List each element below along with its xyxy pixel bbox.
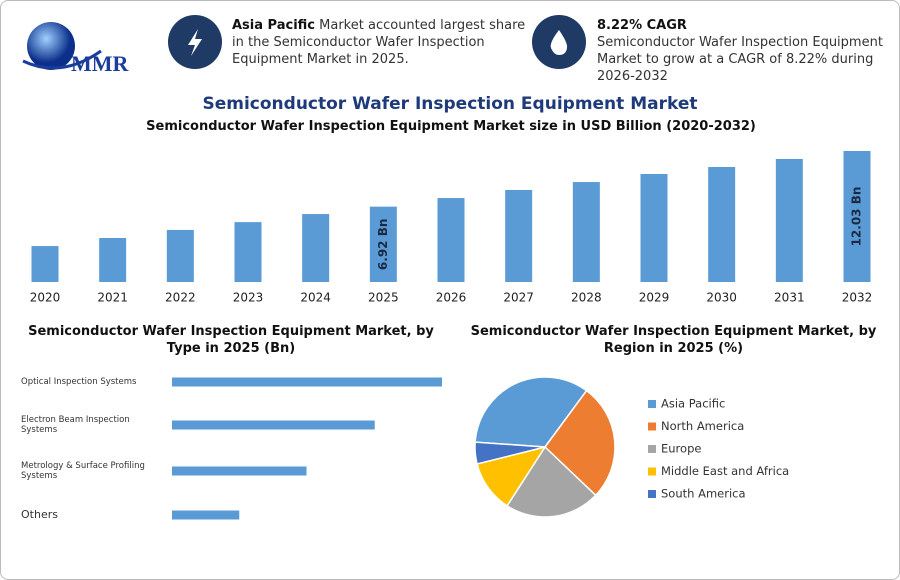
bar: [234, 222, 262, 282]
y-tick-label: Electron Beam Inspection Systems: [21, 415, 130, 435]
x-tick-label: 2031: [774, 291, 805, 305]
pie-slice: [544, 389, 616, 497]
legend-swatch: [648, 467, 656, 476]
value-label: 6.92 Bn: [376, 219, 390, 270]
legend-swatch: [648, 490, 656, 498]
icon-bolt: [188, 29, 202, 56]
bar: [437, 198, 465, 282]
bar: [166, 229, 194, 282]
x-tick-label: 2022: [165, 291, 196, 305]
y-tick-label: Others: [21, 508, 58, 521]
logo-globe: [27, 22, 75, 70]
chart-title: Semiconductor Wafer Inspection Equipment…: [28, 324, 434, 356]
y-tick-label: Metrology & Surface Profiling Systems: [21, 461, 145, 481]
info-box: Asia Pacific Market accounted largest sh…: [232, 17, 532, 68]
x-tick-label: 2032: [842, 291, 873, 305]
legend-label: Asia Pacific: [661, 397, 725, 411]
x-tick-label: 2025: [368, 291, 399, 305]
x-tick-label: 2029: [639, 291, 670, 305]
bar: [369, 206, 397, 282]
bar: [172, 420, 375, 430]
info-bold: Asia Pacific: [232, 18, 316, 33]
legend-swatch: [648, 445, 656, 453]
main-title: Semiconductor Wafer Inspection Equipment…: [202, 94, 697, 114]
y-tick-label: Optical Inspection Systems: [21, 377, 137, 387]
bar: [302, 214, 330, 282]
pie-slice: [474, 376, 588, 448]
chart-title: Semiconductor Wafer Inspection Equipment…: [470, 324, 877, 356]
legend-label: Europe: [661, 442, 701, 456]
bar: [172, 510, 240, 520]
bar: [640, 173, 668, 282]
logo-text: MMR: [71, 51, 129, 76]
x-tick-label: 2030: [706, 291, 737, 305]
info-text: Semiconductor Wafer Inspection Equipment…: [597, 35, 883, 84]
x-tick-label: 2024: [300, 291, 331, 305]
bar: [775, 158, 803, 282]
x-tick-label: 2023: [233, 291, 264, 305]
bar: [172, 377, 442, 387]
chart-title: Semiconductor Wafer Inspection Equipment…: [146, 119, 756, 134]
x-tick-label: 2020: [30, 291, 61, 305]
info-text: Market accounted largest share in the Se…: [232, 18, 526, 67]
x-tick-label: 2028: [571, 291, 602, 305]
x-tick-label: 2021: [97, 291, 128, 305]
bar: [505, 189, 533, 282]
legend-swatch: [648, 422, 656, 431]
info-bold: 8.22% CAGR: [597, 18, 687, 33]
bar: [843, 151, 871, 282]
legend-label: North America: [661, 419, 744, 433]
pie-slice: [474, 441, 546, 465]
info-box: 8.22% CAGR Semiconductor Wafer Inspection…: [597, 17, 887, 85]
bar: [99, 238, 127, 282]
logo-swoosh: [22, 49, 102, 70]
legend-swatch: [648, 400, 656, 408]
legend-label: South America: [661, 487, 746, 501]
bar: [172, 466, 307, 476]
pie-slice: [506, 445, 597, 518]
bar: [708, 167, 736, 282]
bar: [572, 182, 600, 282]
legend-label: Middle East and Africa: [661, 464, 789, 478]
icon-drop: [550, 30, 568, 55]
bar: [31, 246, 59, 282]
x-tick-label: 2026: [436, 291, 467, 305]
x-tick-label: 2027: [503, 291, 534, 305]
value-label: 12.03 Bn: [850, 187, 864, 247]
